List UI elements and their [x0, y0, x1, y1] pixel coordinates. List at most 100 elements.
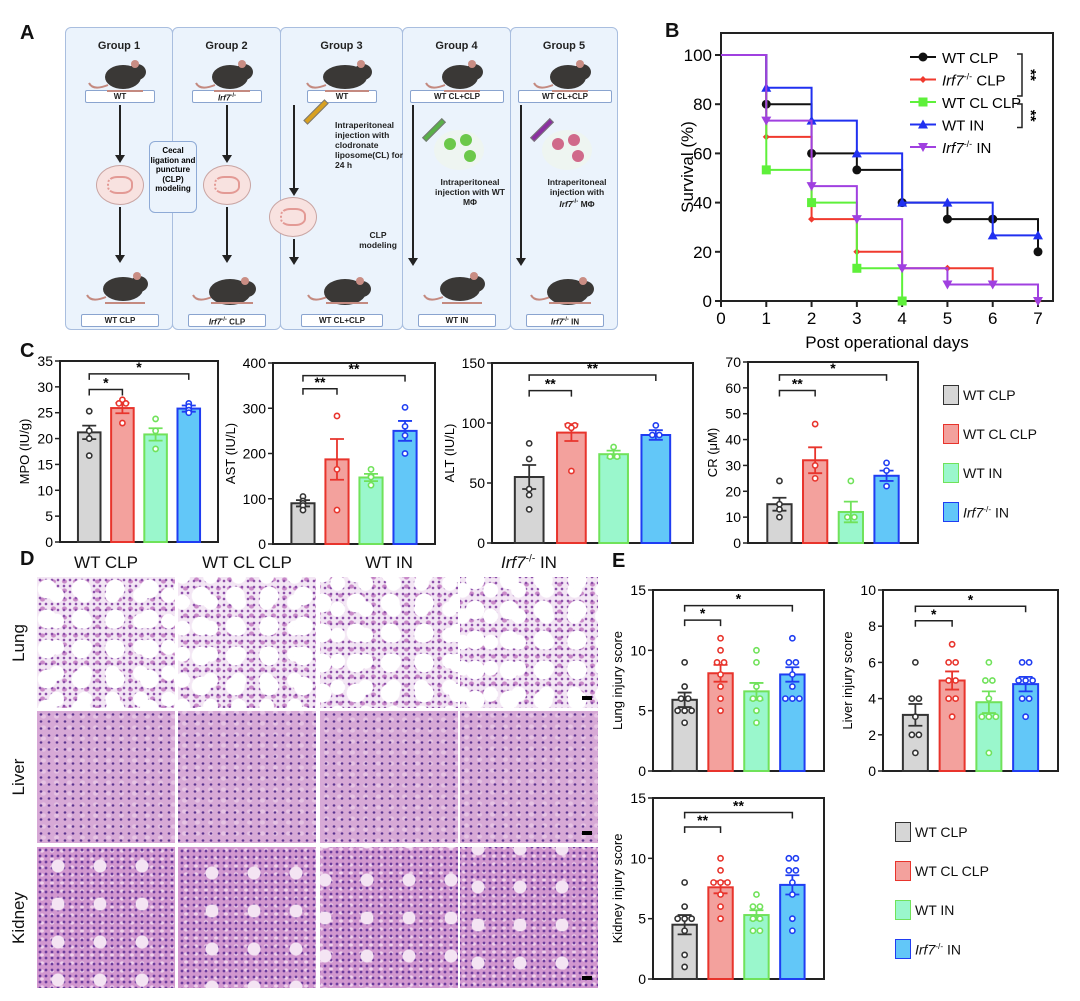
plot-frame: [652, 589, 825, 772]
legend-label: Irf7-/- IN: [915, 940, 962, 958]
survival-marker: [761, 116, 772, 126]
group-title: Group 2: [205, 40, 248, 52]
x-tick-label: 6: [988, 309, 997, 328]
genotype-sup: -/-: [572, 199, 579, 205]
data-point: [795, 695, 803, 702]
data-point: [753, 683, 760, 690]
legend-swatch: [895, 939, 911, 959]
data-point: [652, 421, 660, 429]
data-point: [952, 677, 960, 684]
survival-marker: [987, 280, 998, 290]
irf7-macrophage-injection-note: Intraperitoneal injection with Irf7-/- MΦ: [537, 177, 617, 209]
significance-label: *: [830, 360, 836, 376]
data-point: [681, 927, 689, 935]
data-point: [753, 707, 760, 715]
y-tick-label: 0: [638, 971, 646, 987]
data-point: [717, 695, 724, 702]
significance-bracket: [914, 605, 1027, 613]
legend-label: WT CL CLP: [942, 95, 1021, 112]
data-point: [776, 505, 783, 513]
cell-icon: [464, 150, 476, 162]
data-point: [717, 634, 724, 642]
data-point: [1029, 677, 1037, 684]
data-point: [776, 513, 783, 521]
histology-column-header: WT CL CLP: [202, 553, 292, 572]
data-point: [688, 707, 696, 715]
legend-label: Irf7-/- IN: [963, 503, 1010, 521]
histology-column-header: WT CLP: [74, 553, 138, 572]
data-point: [985, 749, 993, 757]
survival-marker: [851, 215, 862, 225]
data-point: [915, 731, 923, 739]
scale-bar: [582, 976, 592, 980]
cell-icon: [444, 138, 456, 150]
legend-item: WT CL CLP: [943, 424, 1037, 444]
data-point: [788, 891, 796, 898]
data-point: [811, 420, 819, 428]
data-point: [717, 879, 724, 886]
clp-modeling-note: Cecal ligation and puncture (CLP) modeli…: [149, 141, 197, 213]
data-point: [333, 412, 341, 420]
significance-bracket: [778, 374, 888, 381]
y-axis-label: Liver injury score: [840, 631, 855, 729]
legend-swatch: [943, 463, 959, 483]
data-point: [401, 450, 409, 457]
data-point: [978, 713, 986, 721]
data-point: [788, 634, 796, 642]
bar: [110, 407, 135, 543]
group-title: Group 5: [542, 40, 586, 52]
data-point: [681, 879, 689, 886]
legend-label: WT IN: [963, 465, 1003, 481]
y-axis-label: MPO (IU/g): [17, 419, 32, 485]
data-point: [115, 400, 123, 407]
y-axis-label: CR (μM): [705, 428, 720, 477]
survival-marker: [897, 296, 907, 306]
legend-label: WT IN: [942, 118, 984, 135]
x-tick-label: 3: [852, 309, 861, 328]
data-point: [985, 695, 993, 702]
genotype-sup: -/-: [935, 940, 944, 951]
survival-curve: [721, 54, 1039, 252]
data-point: [781, 695, 789, 702]
data-point: [525, 439, 533, 447]
legend-marker: [918, 119, 928, 129]
group-title: Group 3: [320, 40, 363, 52]
data-point: [681, 719, 689, 727]
arrow-icon: [115, 207, 125, 263]
data-point: [788, 695, 796, 702]
plot-frame: [882, 589, 1059, 772]
end-group-label: WT CL+CLP: [301, 314, 383, 327]
data-point: [567, 467, 575, 475]
bar: [1012, 683, 1040, 772]
y-tick-label: 4: [868, 691, 876, 707]
legend-item: WT CLP: [943, 385, 1016, 405]
mouse-icon: [533, 60, 591, 92]
bar: [743, 914, 770, 981]
x-tick-label: 7: [1033, 309, 1042, 328]
histology-image-liver: [178, 711, 316, 843]
data-point: [785, 659, 793, 666]
legend-label: WT IN: [915, 902, 955, 918]
cell-icon: [552, 138, 564, 150]
legend-marker: [918, 52, 928, 62]
data-point: [749, 695, 757, 702]
data-point: [988, 677, 996, 684]
data-point: [792, 854, 800, 862]
error-bar: [329, 438, 344, 481]
data-point: [401, 403, 409, 411]
data-point: [915, 695, 923, 702]
y-tick-label: 50: [725, 406, 741, 422]
data-point: [756, 695, 764, 702]
y-tick-label: 200: [243, 446, 267, 462]
data-point: [776, 477, 783, 485]
data-point: [720, 659, 728, 666]
significance-label: *: [103, 374, 109, 390]
data-point: [1025, 659, 1033, 666]
data-point: [717, 854, 724, 862]
data-point: [883, 459, 890, 467]
significance-bracket: [302, 374, 406, 382]
data-point: [717, 683, 724, 690]
y-tick-label: 80: [693, 95, 712, 114]
clp-modeling-note: CLP modeling: [359, 230, 397, 250]
arrow-icon: [516, 105, 526, 266]
